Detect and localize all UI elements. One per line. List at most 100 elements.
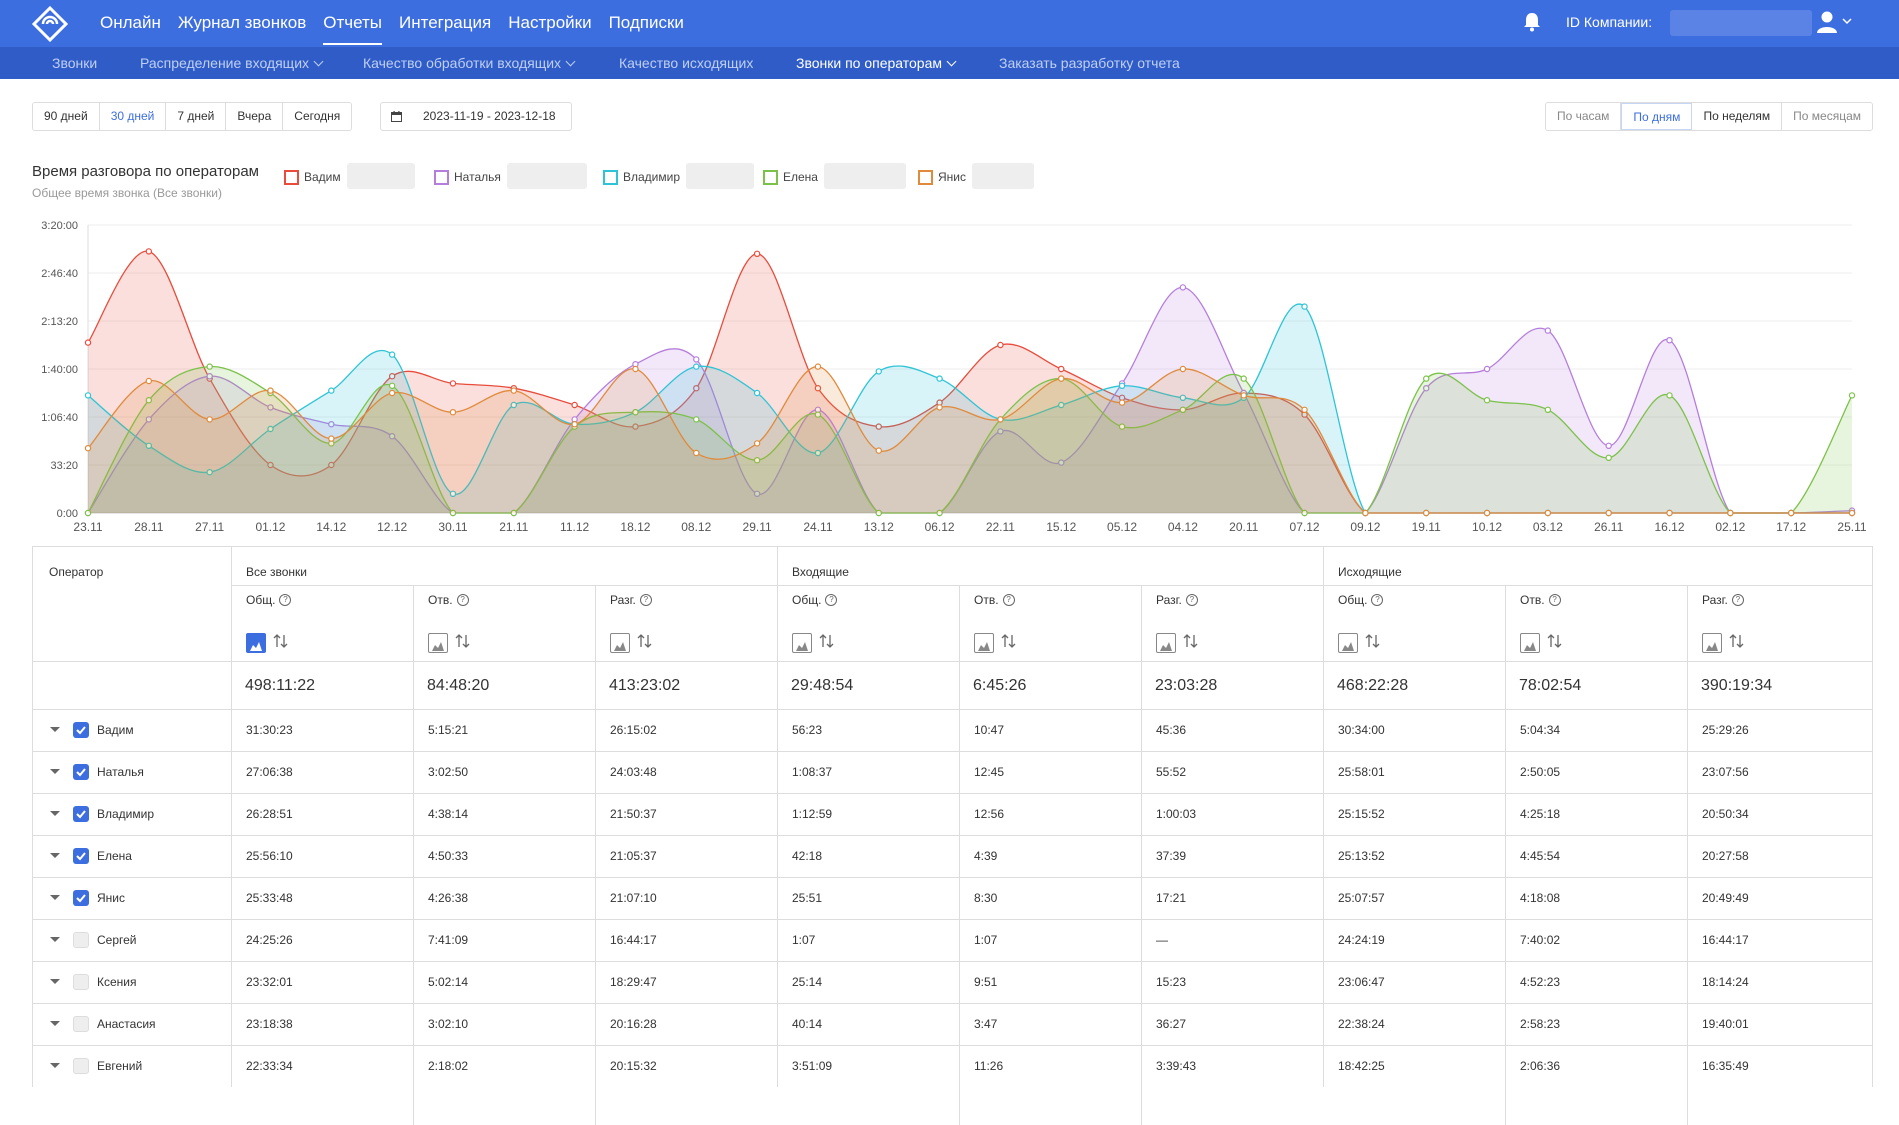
- data-point[interactable]: [267, 387, 274, 394]
- data-point[interactable]: [510, 401, 517, 409]
- data-point[interactable]: [388, 351, 396, 358]
- data-point[interactable]: [388, 382, 396, 389]
- data-point[interactable]: [267, 461, 274, 469]
- expand-caret-icon[interactable]: [50, 895, 60, 900]
- period-button[interactable]: 90 дней: [33, 103, 100, 130]
- granularity-button[interactable]: По неделям: [1692, 103, 1783, 130]
- chart-toggle-icon[interactable]: [1156, 633, 1176, 653]
- data-point[interactable]: [936, 509, 943, 517]
- sort-icon[interactable]: [273, 633, 289, 653]
- operator-checkbox[interactable]: [73, 806, 89, 822]
- data-point[interactable]: [1058, 459, 1065, 466]
- help-icon[interactable]: ?: [1731, 594, 1744, 606]
- help-icon[interactable]: ?: [1371, 594, 1384, 606]
- operator-checkbox[interactable]: [73, 764, 89, 780]
- data-point[interactable]: [449, 380, 457, 387]
- operator-checkbox[interactable]: [73, 974, 89, 990]
- expand-caret-icon[interactable]: [50, 853, 60, 858]
- chart-toggle-icon[interactable]: [428, 633, 448, 653]
- nav-item[interactable]: Онлайн: [100, 13, 161, 32]
- data-point[interactable]: [1666, 509, 1673, 517]
- data-point[interactable]: [632, 365, 639, 373]
- data-point[interactable]: [814, 449, 822, 457]
- sort-icon[interactable]: [455, 633, 471, 653]
- operator-checkbox[interactable]: [73, 1016, 89, 1032]
- logo-icon[interactable]: [30, 6, 70, 42]
- expand-caret-icon[interactable]: [50, 979, 60, 984]
- data-point[interactable]: [206, 372, 213, 380]
- period-button[interactable]: Сегодня: [283, 103, 352, 130]
- data-point[interactable]: [1240, 375, 1247, 382]
- expand-caret-icon[interactable]: [50, 1021, 60, 1026]
- user-icon[interactable]: [1816, 10, 1838, 34]
- help-icon[interactable]: ?: [1548, 594, 1561, 606]
- data-point[interactable]: [936, 375, 943, 382]
- sort-icon[interactable]: [1001, 633, 1017, 653]
- data-point[interactable]: [1848, 392, 1856, 399]
- granularity-button[interactable]: По месяцам: [1782, 103, 1872, 130]
- help-icon[interactable]: ?: [1002, 594, 1015, 606]
- sort-icon[interactable]: [1729, 633, 1745, 653]
- chart-toggle-icon[interactable]: [974, 633, 994, 653]
- data-point[interactable]: [693, 363, 700, 370]
- data-point[interactable]: [814, 411, 822, 418]
- operator-checkbox[interactable]: [73, 890, 89, 906]
- data-point[interactable]: [1483, 509, 1491, 517]
- operator-checkbox[interactable]: [73, 1058, 89, 1074]
- data-point[interactable]: [328, 435, 335, 442]
- nav-item[interactable]: Подписки: [608, 13, 684, 32]
- data-point[interactable]: [1727, 509, 1734, 517]
- expand-caret-icon[interactable]: [50, 1063, 60, 1068]
- data-point[interactable]: [1058, 365, 1065, 373]
- expand-caret-icon[interactable]: [50, 937, 60, 942]
- sort-icon[interactable]: [1183, 633, 1199, 653]
- legend-item[interactable]: Янис: [918, 163, 1034, 190]
- subnav-item[interactable]: Заказать разработку отчета: [999, 47, 1180, 79]
- chart-toggle-icon[interactable]: [792, 633, 812, 653]
- data-point[interactable]: [388, 432, 396, 440]
- data-point[interactable]: [875, 509, 882, 517]
- data-point[interactable]: [145, 396, 153, 404]
- data-point[interactable]: [1118, 399, 1126, 406]
- subnav-item[interactable]: Качество обработки входящих: [363, 47, 576, 79]
- data-point[interactable]: [1362, 509, 1369, 517]
- operator-checkbox[interactable]: [73, 722, 89, 738]
- data-point[interactable]: [753, 490, 761, 497]
- data-point[interactable]: [753, 389, 761, 397]
- nav-item[interactable]: Настройки: [508, 13, 592, 32]
- chevron-down-icon[interactable]: [1842, 18, 1852, 25]
- expand-caret-icon[interactable]: [50, 811, 60, 816]
- data-point[interactable]: [145, 442, 153, 449]
- legend-item[interactable]: Вадим: [284, 163, 415, 190]
- data-point[interactable]: [1118, 382, 1126, 389]
- data-point[interactable]: [1848, 509, 1856, 517]
- data-point[interactable]: [1666, 392, 1673, 399]
- data-point[interactable]: [449, 509, 457, 517]
- data-point[interactable]: [84, 339, 92, 346]
- legend-item[interactable]: Владимир: [603, 163, 755, 190]
- data-point[interactable]: [1605, 509, 1612, 517]
- help-icon[interactable]: ?: [456, 594, 469, 606]
- data-point[interactable]: [1423, 375, 1430, 382]
- date-range-picker[interactable]: 2023-11-19 - 2023-12-18: [380, 102, 572, 131]
- legend-item[interactable]: Елена: [763, 163, 906, 190]
- data-point[interactable]: [1179, 394, 1187, 401]
- nav-item[interactable]: Интеграция: [399, 13, 492, 32]
- data-point[interactable]: [814, 384, 822, 392]
- data-point[interactable]: [753, 456, 761, 464]
- help-icon[interactable]: ?: [639, 594, 652, 606]
- data-point[interactable]: [388, 389, 396, 397]
- data-point[interactable]: [814, 363, 822, 370]
- sort-icon[interactable]: [1547, 633, 1563, 653]
- period-button[interactable]: Вчера: [226, 103, 284, 130]
- data-point[interactable]: [997, 341, 1004, 349]
- data-point[interactable]: [510, 387, 517, 394]
- data-point[interactable]: [875, 423, 882, 430]
- data-point[interactable]: [1301, 509, 1308, 517]
- data-point[interactable]: [267, 425, 274, 433]
- data-point[interactable]: [328, 387, 335, 394]
- data-point[interactable]: [1544, 406, 1552, 413]
- data-point[interactable]: [388, 372, 396, 380]
- data-point[interactable]: [997, 428, 1004, 435]
- data-point[interactable]: [510, 509, 517, 517]
